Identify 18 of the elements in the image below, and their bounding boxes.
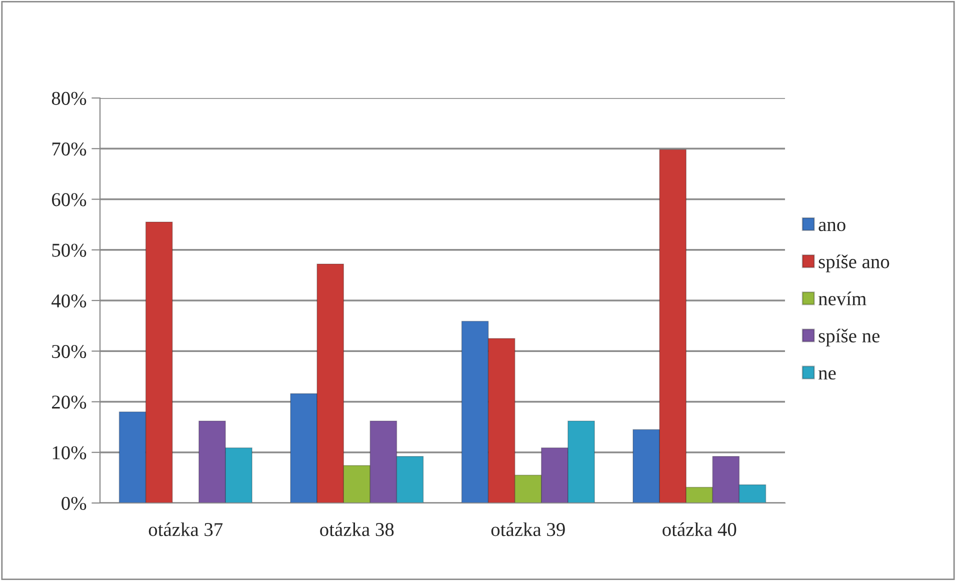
y-tick-label: 30%	[52, 344, 86, 358]
legend-label: ne	[818, 370, 836, 380]
y-tick-label: 70%	[52, 142, 86, 156]
y-tick-label: 20%	[52, 396, 86, 409]
y-tick-label: 50%	[52, 244, 86, 257]
y-tick-label: 80%	[52, 92, 86, 105]
y-tick-label: 40%	[52, 294, 86, 308]
x-tick-label: otázka 40	[662, 522, 736, 536]
x-tick-label: otázka 39	[491, 522, 565, 536]
y-tick-label: 0%	[62, 496, 86, 510]
legend-label: ano	[818, 222, 846, 232]
legend-label: nevím	[818, 292, 866, 306]
x-tick-label: otázka 38	[320, 522, 394, 536]
legend-label: spíše ne	[818, 328, 880, 346]
x-tick-label: otázka 37	[148, 522, 223, 536]
y-tick-label: 60%	[52, 193, 86, 206]
legend-label: spíše ano	[818, 254, 890, 272]
y-tick-label: 10%	[52, 446, 86, 460]
